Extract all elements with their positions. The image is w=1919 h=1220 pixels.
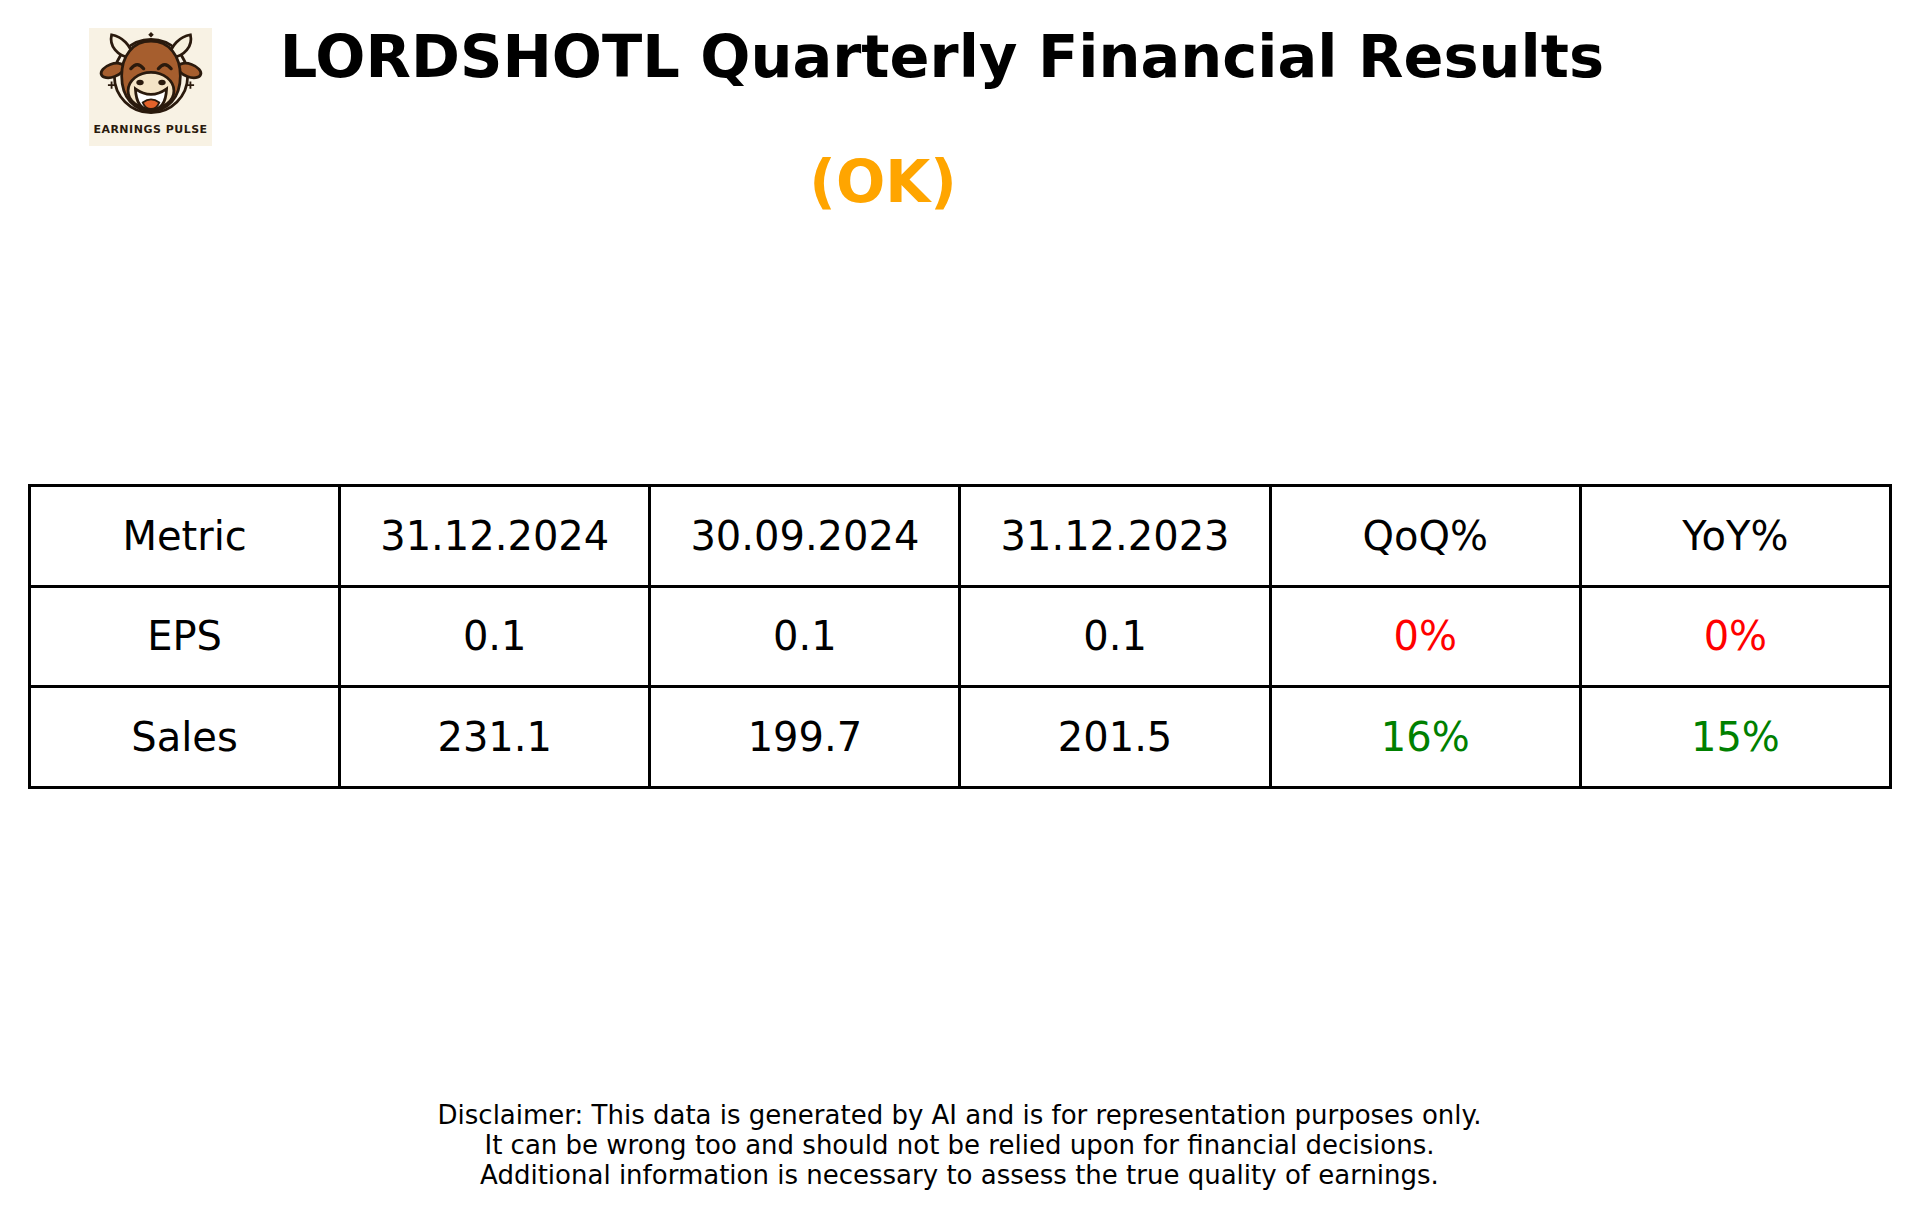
table-header-row: Metric 31.12.2024 30.09.2024 31.12.2023 … [30,486,1891,587]
col-header-qoq: QoQ% [1270,486,1580,587]
cell-eps-metric: EPS [30,586,340,687]
cell-eps-qoq: 0% [1270,586,1580,687]
cell-eps-yoy: 0% [1580,586,1890,687]
page-title: LORDSHOTL Quarterly Financial Results [280,22,1604,91]
cell-sales-current: 231.1 [340,687,650,788]
disclaimer-line: Additional information is necessary to a… [0,1160,1919,1190]
table-row-eps: EPS 0.1 0.1 0.1 0% 0% [30,586,1891,687]
col-header-q-current: 31.12.2024 [340,486,650,587]
disclaimer: Disclaimer: This data is generated by AI… [0,1100,1919,1190]
quarterly-results-table: Metric 31.12.2024 30.09.2024 31.12.2023 … [28,484,1892,789]
cell-eps-current: 0.1 [340,586,650,687]
cell-eps-yearago: 0.1 [960,586,1270,687]
cell-sales-previous: 199.7 [650,687,960,788]
cell-sales-qoq: 16% [1270,687,1580,788]
col-header-q-yearago: 31.12.2023 [960,486,1270,587]
verdict-label: (OK) [809,148,956,216]
cell-sales-metric: Sales [30,687,340,788]
logo-brand-text: EARNINGS PULSE [93,123,207,136]
disclaimer-line: It can be wrong too and should not be re… [0,1130,1919,1160]
cell-sales-yoy: 15% [1580,687,1890,788]
cell-eps-previous: 0.1 [650,586,960,687]
earnings-pulse-logo: EARNINGS PULSE [89,28,212,146]
col-header-metric: Metric [30,486,340,587]
cell-sales-yearago: 201.5 [960,687,1270,788]
bull-logo-icon [96,30,206,122]
table-row-sales: Sales 231.1 199.7 201.5 16% 15% [30,687,1891,788]
col-header-q-previous: 30.09.2024 [650,486,960,587]
col-header-yoy: YoY% [1580,486,1890,587]
disclaimer-line: Disclaimer: This data is generated by AI… [0,1100,1919,1130]
